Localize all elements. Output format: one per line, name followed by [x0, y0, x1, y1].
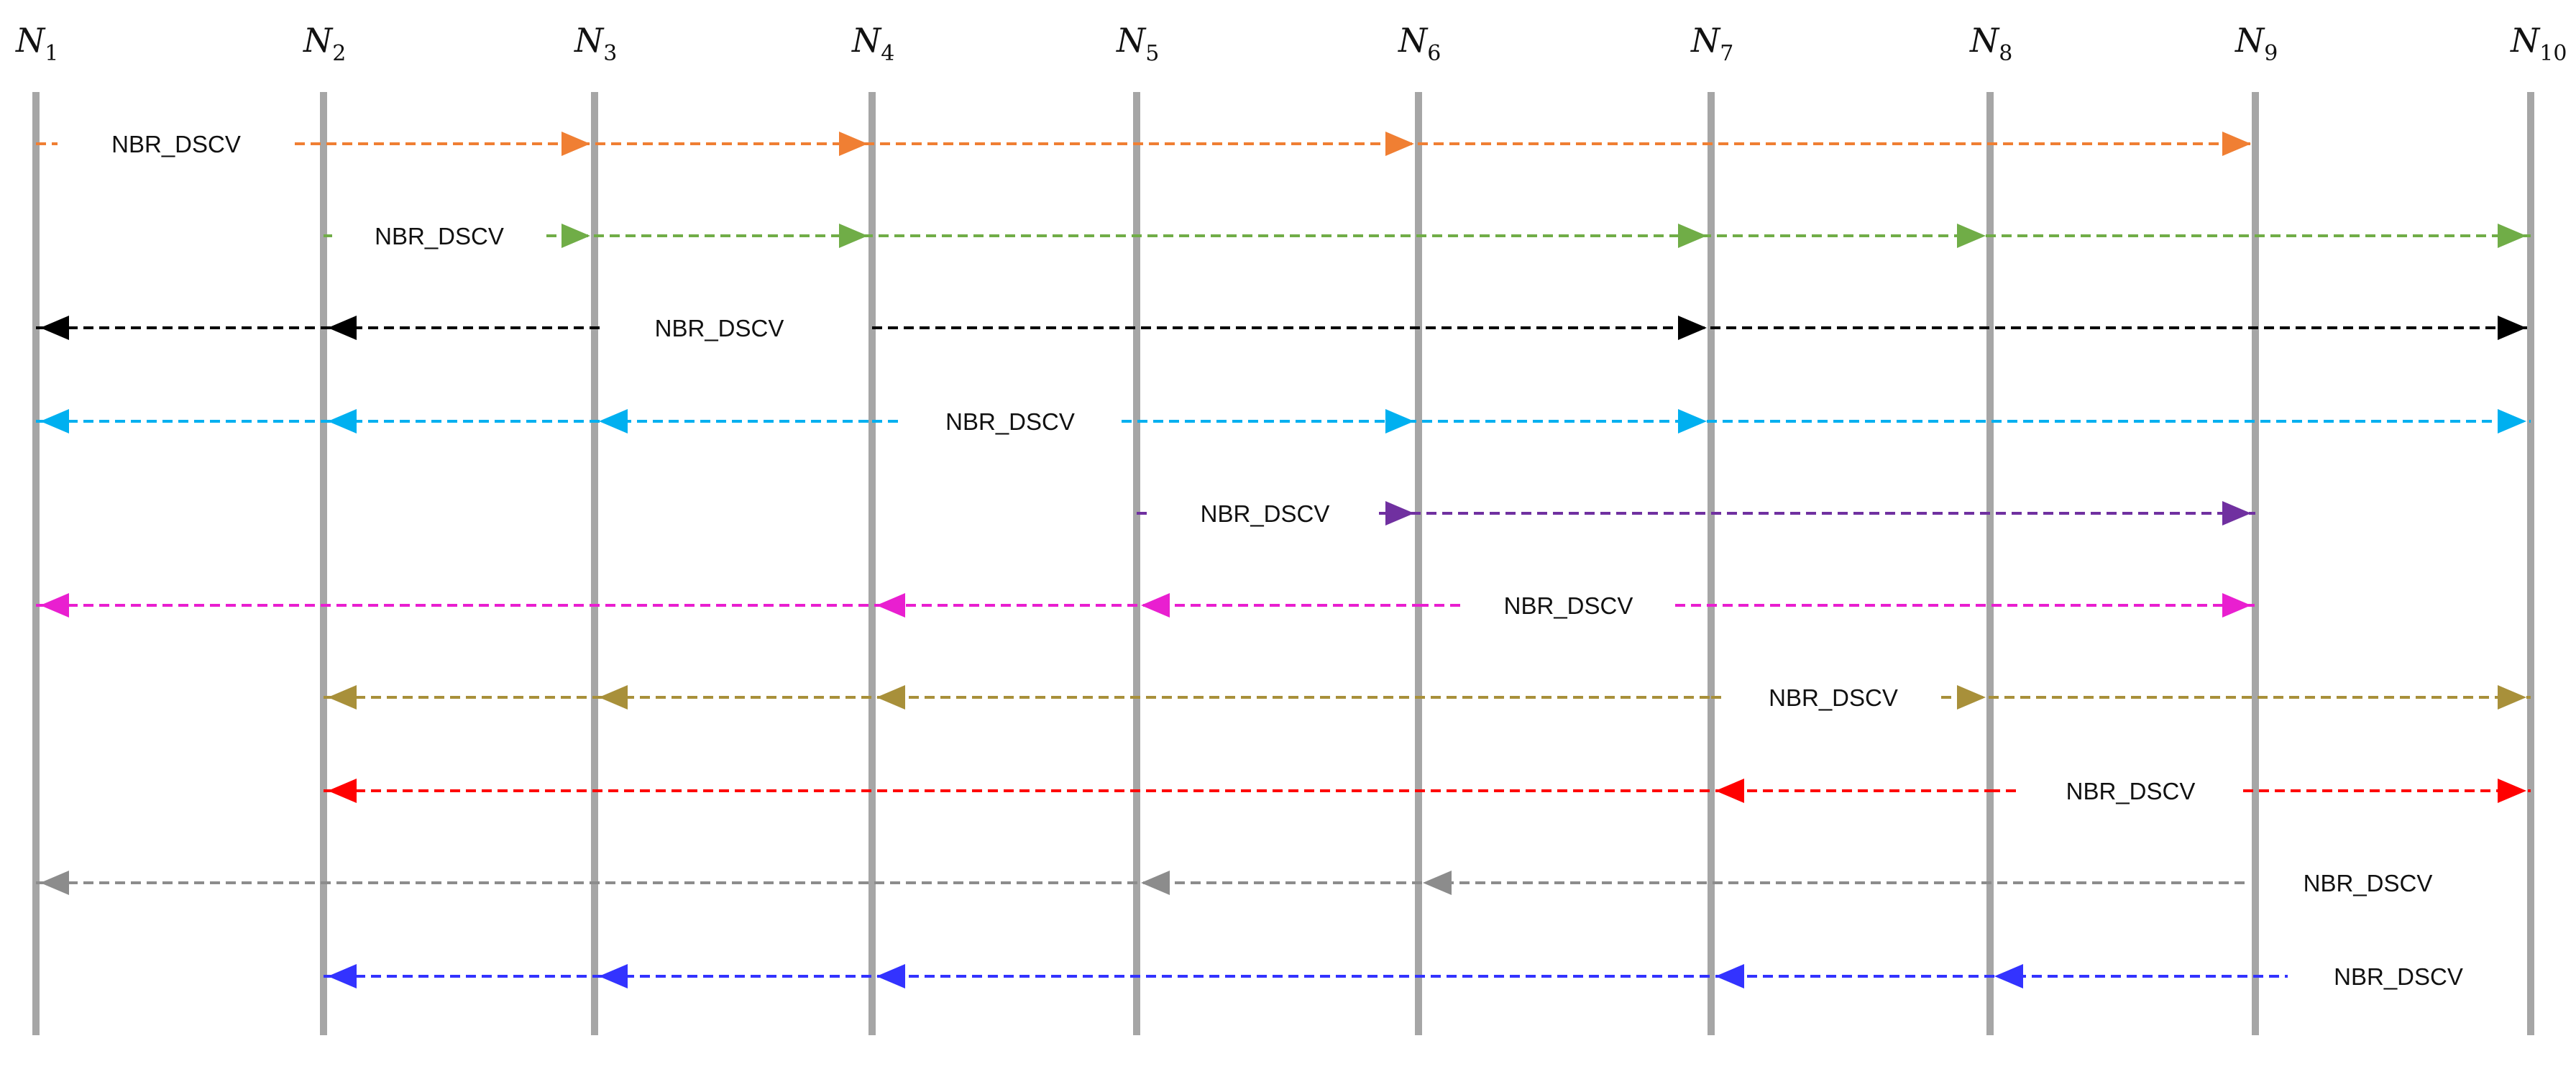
arrowhead-to-n7	[1678, 409, 1707, 433]
message-label: NBR_DSCV	[945, 408, 1075, 435]
node-label-subscript: 6	[1427, 41, 1441, 66]
message-6: NBR_DSCV	[36, 592, 2255, 619]
arrowhead-to-n10	[2498, 224, 2526, 248]
arrowhead-to-n9	[2222, 132, 2251, 156]
message-4: NBR_DSCV	[36, 408, 2531, 435]
node-label-n2: N2	[303, 21, 346, 66]
arrowhead-to-n10	[2498, 409, 2526, 433]
node-label-n3: N3	[574, 21, 617, 66]
arrowhead-to-n7	[1715, 779, 1744, 803]
node-label-subscript: 2	[332, 41, 346, 66]
node-label-subscript: 3	[603, 41, 617, 66]
node-label-main: N	[1690, 21, 1721, 60]
arrowhead-to-n2	[328, 316, 357, 340]
node-label-main: N	[1116, 21, 1147, 60]
message-label: NBR_DSCV	[1769, 684, 1898, 711]
arrowhead-to-n2	[328, 409, 357, 433]
arrowhead-to-n8	[1957, 224, 1986, 248]
arrowhead-to-n4	[839, 224, 868, 248]
arrowhead-to-n1	[40, 409, 69, 433]
node-label-main: N	[2510, 21, 2541, 60]
node-label-main: N	[851, 21, 882, 60]
arrowhead-to-n8	[1957, 685, 1986, 710]
arrowhead-to-n3	[599, 685, 628, 710]
arrowhead-to-n2	[328, 685, 357, 710]
arrowhead-to-n1	[40, 593, 69, 618]
message-label: NBR_DSCV	[2334, 963, 2463, 990]
message-3: NBR_DSCV	[36, 315, 2531, 341]
arrowhead-to-n5	[1141, 593, 1170, 618]
message-label: NBR_DSCV	[2304, 870, 2433, 896]
node-label-main: N	[1398, 21, 1429, 60]
node-label-n7: N7	[1690, 21, 1733, 66]
node-label-subscript: 5	[1145, 41, 1159, 66]
arrowhead-to-n4	[839, 132, 868, 156]
message-1: NBR_DSCV	[36, 131, 2255, 157]
arrowhead-to-n8	[1994, 964, 2023, 988]
arrowhead-to-n6	[1385, 132, 1414, 156]
message-2: NBR_DSCV	[324, 223, 2531, 249]
node-label-n5: N5	[1116, 21, 1159, 66]
node-label-n6: N6	[1398, 21, 1441, 66]
message-5: NBR_DSCV	[1137, 500, 2255, 527]
message-7: NBR_DSCV	[324, 684, 2531, 711]
arrowhead-to-n4	[876, 964, 905, 988]
arrowhead-to-n6	[1423, 871, 1452, 895]
message-label: NBR_DSCV	[655, 315, 784, 341]
message-label: NBR_DSCV	[1504, 592, 1633, 619]
arrowhead-to-n4	[876, 593, 905, 618]
arrowhead-to-n10	[2498, 779, 2526, 803]
node-label-n1: N1	[15, 21, 58, 66]
arrowhead-to-n1	[40, 316, 69, 340]
arrowhead-to-n6	[1385, 409, 1414, 433]
node-label-n10: N10	[2510, 21, 2567, 66]
node-label-main: N	[574, 21, 605, 60]
arrowhead-to-n3	[599, 409, 628, 433]
message-label: NBR_DSCV	[2066, 778, 2196, 804]
messages: NBR_DSCV NBR_DSCV NBR_DSCV NBR_DSCV NBR_DSCV…	[36, 131, 2531, 990]
arrowhead-to-n9	[2222, 501, 2251, 526]
node-label-n8: N8	[1969, 21, 2012, 66]
message-10: NBR_DSCV	[324, 963, 2463, 990]
node-label-n4: N4	[851, 21, 894, 66]
node-label-subscript: 8	[1999, 41, 2012, 66]
message-label: NBR_DSCV	[375, 223, 504, 249]
message-9: NBR_DSCV	[36, 870, 2432, 896]
arrowhead-to-n9	[2222, 593, 2251, 618]
arrowhead-to-n10	[2498, 685, 2526, 710]
arrowhead-to-n2	[328, 779, 357, 803]
node-label-n9: N9	[2234, 21, 2278, 66]
node-label-main: N	[2234, 21, 2265, 60]
arrowhead-to-n7	[1715, 964, 1744, 988]
node-label-subscript: 9	[2264, 41, 2278, 66]
node-label-subscript: 7	[1720, 41, 1733, 66]
arrowhead-to-n4	[876, 685, 905, 710]
arrowhead-to-n3	[562, 132, 590, 156]
node-label-main: N	[303, 21, 334, 60]
arrowhead-to-n6	[1385, 501, 1414, 526]
arrowhead-to-n10	[2498, 316, 2526, 340]
arrowhead-to-n7	[1678, 224, 1707, 248]
message-label: NBR_DSCV	[1201, 500, 1330, 527]
arrowhead-to-n1	[40, 871, 69, 895]
arrowhead-to-n3	[599, 964, 628, 988]
node-label-subscript: 10	[2539, 41, 2567, 66]
arrowhead-to-n3	[562, 224, 590, 248]
arrowhead-to-n5	[1141, 871, 1170, 895]
node-label-main: N	[1969, 21, 2000, 60]
message-8: NBR_DSCV	[324, 778, 2531, 804]
node-label-main: N	[15, 21, 46, 60]
message-label: NBR_DSCV	[111, 131, 241, 157]
lifelines	[32, 92, 2534, 1035]
node-label-subscript: 1	[45, 41, 58, 66]
arrowhead-to-n7	[1678, 316, 1707, 340]
arrowhead-to-n2	[328, 964, 357, 988]
node-label-subscript: 4	[881, 41, 894, 66]
node-labels: N1 N2 N3 N4 N5 N6 N7 N8 N9 N10	[15, 21, 2567, 66]
